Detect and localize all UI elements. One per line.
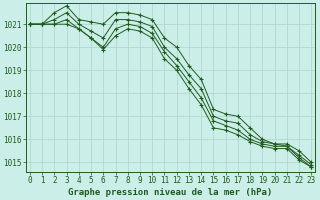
- X-axis label: Graphe pression niveau de la mer (hPa): Graphe pression niveau de la mer (hPa): [68, 188, 273, 197]
